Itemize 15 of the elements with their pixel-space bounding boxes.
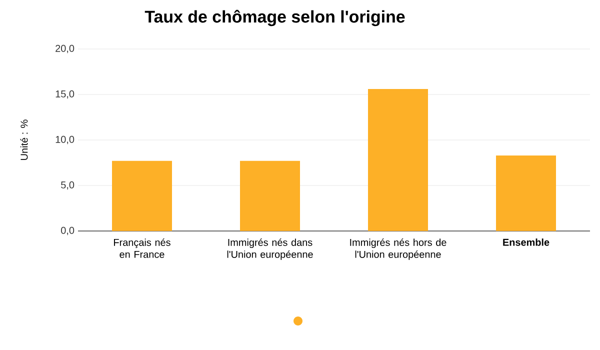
y-tick-label: 0,0 — [61, 226, 74, 236]
bar — [240, 160, 300, 231]
x-tick-label: Ensemble — [503, 238, 550, 246]
y-tick-label: 20,0 — [56, 44, 74, 54]
y-tick-label: 15,0 — [56, 90, 74, 99]
y-tick-label: 5,0 — [61, 181, 74, 190]
chart-title: Taux de chômage selon l'origine — [144, 10, 405, 26]
bar — [496, 155, 556, 231]
x-tick-label: Immigrés nés dans l'Union européenne — [227, 238, 313, 260]
bar — [368, 89, 428, 231]
x-tick-label: Immigrés nés hors de l'Union européenne — [350, 238, 446, 260]
y-axis-title: Unité : % — [20, 120, 28, 160]
bar — [112, 160, 172, 231]
y-tick-label: 10,0 — [56, 136, 74, 144]
x-tick-label: Français nés en France — [114, 238, 170, 258]
